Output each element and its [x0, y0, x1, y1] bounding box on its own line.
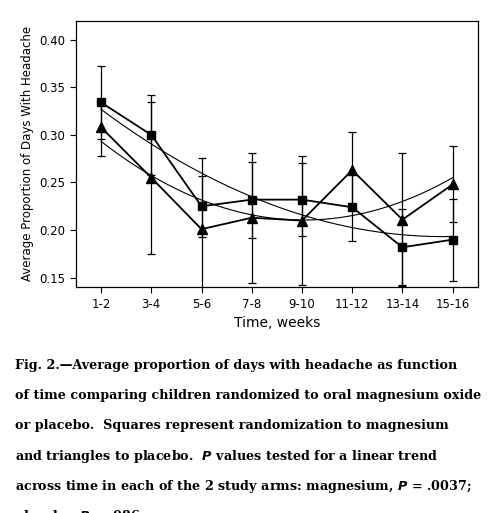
Text: Fig. 2.—Average proportion of days with headache as function: Fig. 2.—Average proportion of days with … [15, 359, 457, 372]
Text: and triangles to placebo.  $\bfit{P}$ values tested for a linear trend: and triangles to placebo. $\bfit{P}$ val… [15, 448, 438, 465]
Y-axis label: Average Proportion of Days With Headache: Average Proportion of Days With Headache [21, 26, 34, 282]
Text: placebo, $\bfit{P}$ = .086.: placebo, $\bfit{P}$ = .086. [15, 508, 144, 513]
Text: across time in each of the 2 study arms: magnesium, $\bfit{P}$ = .0037;: across time in each of the 2 study arms:… [15, 478, 471, 495]
X-axis label: Time, weeks: Time, weeks [234, 316, 320, 330]
Text: or placebo.  Squares represent randomization to magnesium: or placebo. Squares represent randomizat… [15, 419, 448, 431]
Text: of time comparing children randomized to oral magnesium oxide: of time comparing children randomized to… [15, 389, 481, 402]
